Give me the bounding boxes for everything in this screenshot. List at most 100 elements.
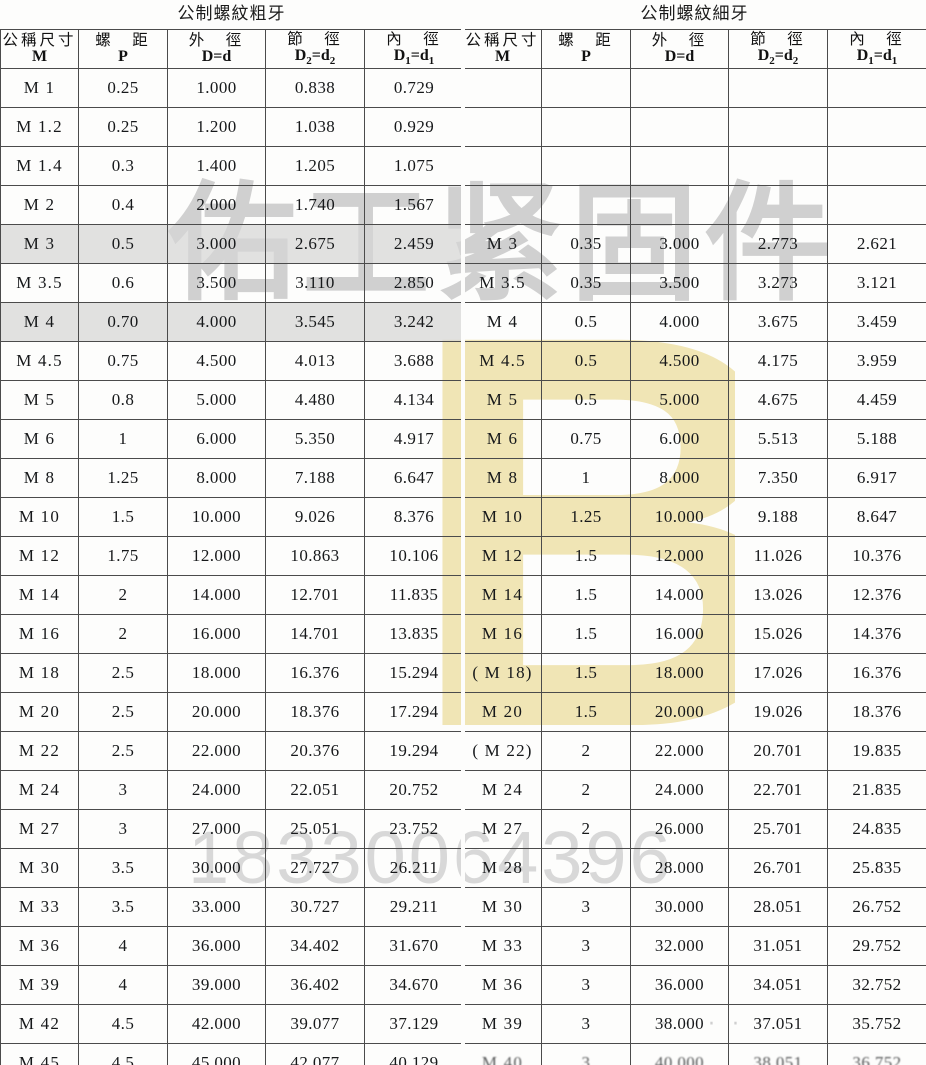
table-row: M 14 1.5 14.000 13.026 12.376 [463,575,926,615]
table-row: M 4.5 0.5 4.500 4.175 3.959 [463,341,926,381]
cell-size: M 1.2 [0,107,79,147]
col-header-pitch-dia-sym: D2=d2 [294,46,336,67]
cell-empty [541,107,631,147]
coarse-header-row: 公稱尺寸 M 螺 距 P 外 徑 D=d 節 徑 [0,29,464,69]
cell-major: 24.000 [167,770,266,810]
cell-minor: 20.752 [364,770,464,810]
table-row: M 36 3 36.000 34.051 32.752 [463,965,926,1005]
cell-empty [463,68,542,108]
cell-major: 4.500 [630,341,729,381]
cell-size: M 8 [0,458,79,498]
cell-size: M 36 [463,965,542,1005]
cell-minor: 26.211 [364,848,464,888]
table-row-blank [463,185,926,225]
cell-major: 27.000 [167,809,266,849]
cell-empty [728,68,828,108]
cell-pitch: 2 [78,614,168,654]
cell-pitch-dia: 20.701 [728,731,828,771]
cell-pitch-dia: 12.701 [265,575,365,615]
cell-major: 30.000 [167,848,266,888]
cell-major: 26.000 [630,809,729,849]
cell-pitch: 3 [541,965,631,1005]
cell-major: 3.500 [167,263,266,303]
cell-pitch: 3 [541,926,631,966]
cell-minor: 18.376 [827,692,926,732]
table-row: ( M 22) 2 22.000 20.701 19.835 [463,731,926,771]
cell-empty [630,107,729,147]
table-row: M 27 2 26.000 25.701 24.835 [463,809,926,849]
table-row: M 39 3 38.000 37.051 35.752 [463,1004,926,1044]
cell-major: 4.000 [630,302,729,342]
cell-major: 12.000 [167,536,266,576]
cell-size: M 20 [0,692,79,732]
cell-pitch-dia: 4.480 [265,380,365,420]
cell-minor: 2.459 [364,224,464,264]
cell-minor: 1.075 [364,146,464,186]
cell-minor: 10.376 [827,536,926,576]
cell-pitch-dia: 25.051 [265,809,365,849]
cell-size: M 4.5 [0,341,79,381]
cell-pitch-dia: 4.175 [728,341,828,381]
cell-size: M 12 [463,536,542,576]
cell-size: M 3 [463,224,542,264]
cell-pitch-dia: 7.350 [728,458,828,498]
cell-pitch-dia: 4.675 [728,380,828,420]
cell-pitch: 2 [541,809,631,849]
cell-size: M 4 [463,302,542,342]
cell-major: 1.200 [167,107,266,147]
cell-empty [827,68,926,108]
cell-minor: 4.134 [364,380,464,420]
cell-size: M 3 [0,224,79,264]
cell-major: 8.000 [167,458,266,498]
cell-minor: 21.835 [827,770,926,810]
cell-pitch-dia: 3.545 [265,302,365,342]
table-row: M 12 1.75 12.000 10.863 10.106 [0,536,464,576]
cell-major: 3.000 [630,224,729,264]
cell-major: 33.000 [167,887,266,927]
coarse-table-caption: 公制螺紋粗牙 [177,4,286,24]
cell-size: M 30 [0,848,79,888]
cell-empty [541,68,631,108]
fine-thread-panel: 公制螺紋細牙 公稱尺寸 M 螺 距 P [463,0,926,1065]
cell-pitch-dia: 36.402 [265,965,365,1005]
table-row: M 40 3 40.000 38.051 36.752 [463,1043,926,1065]
col-header-major-dia-sym: D=d [201,48,232,66]
cell-pitch-dia: 2.675 [265,224,365,264]
cell-pitch: 1.5 [541,653,631,693]
fine-header-row: 公稱尺寸 M 螺 距 P 外 徑 D=d 節 徑 [463,29,926,69]
cell-minor: 4.917 [364,419,464,459]
cell-major: 3.000 [167,224,266,264]
table-row: M 4 0.5 4.000 3.675 3.459 [463,302,926,342]
cell-major: 36.000 [167,926,266,966]
cell-major: 8.000 [630,458,729,498]
cell-pitch-dia: 7.188 [265,458,365,498]
col-header-pitch-dia-cjk: 節 徑 [287,29,343,48]
table-row: M 3 0.5 3.000 2.675 2.459 [0,224,464,264]
cell-size: M 10 [463,497,542,537]
cell-minor: 4.459 [827,380,926,420]
cell-pitch-dia: 9.026 [265,497,365,537]
cell-pitch: 2 [78,575,168,615]
table-row: M 3.5 0.35 3.500 3.273 3.121 [463,263,926,303]
cell-size: M 27 [463,809,542,849]
table-row: M 16 2 16.000 14.701 13.835 [0,614,464,654]
cell-minor: 26.752 [827,887,926,927]
cell-empty [827,146,926,186]
cell-pitch: 1 [541,458,631,498]
cell-pitch: 1.5 [541,614,631,654]
cell-pitch: 3.5 [78,848,168,888]
cell-pitch: 0.5 [541,302,631,342]
table-row-blank [463,68,926,108]
cell-pitch: 2.5 [78,653,168,693]
cell-major: 16.000 [167,614,266,654]
cell-minor: 11.835 [364,575,464,615]
cell-pitch: 4 [78,926,168,966]
col-header-minor-dia-sym: D1=d1 [393,46,435,67]
cell-pitch: 0.8 [78,380,168,420]
cell-pitch: 3 [541,1004,631,1044]
cell-major: 32.000 [630,926,729,966]
table-row: M 4.5 0.75 4.500 4.013 3.688 [0,341,464,381]
cell-size: ( M 18) [463,653,542,693]
cell-size: M 4 [0,302,79,342]
col-header-pitch-sym: P [581,48,591,66]
